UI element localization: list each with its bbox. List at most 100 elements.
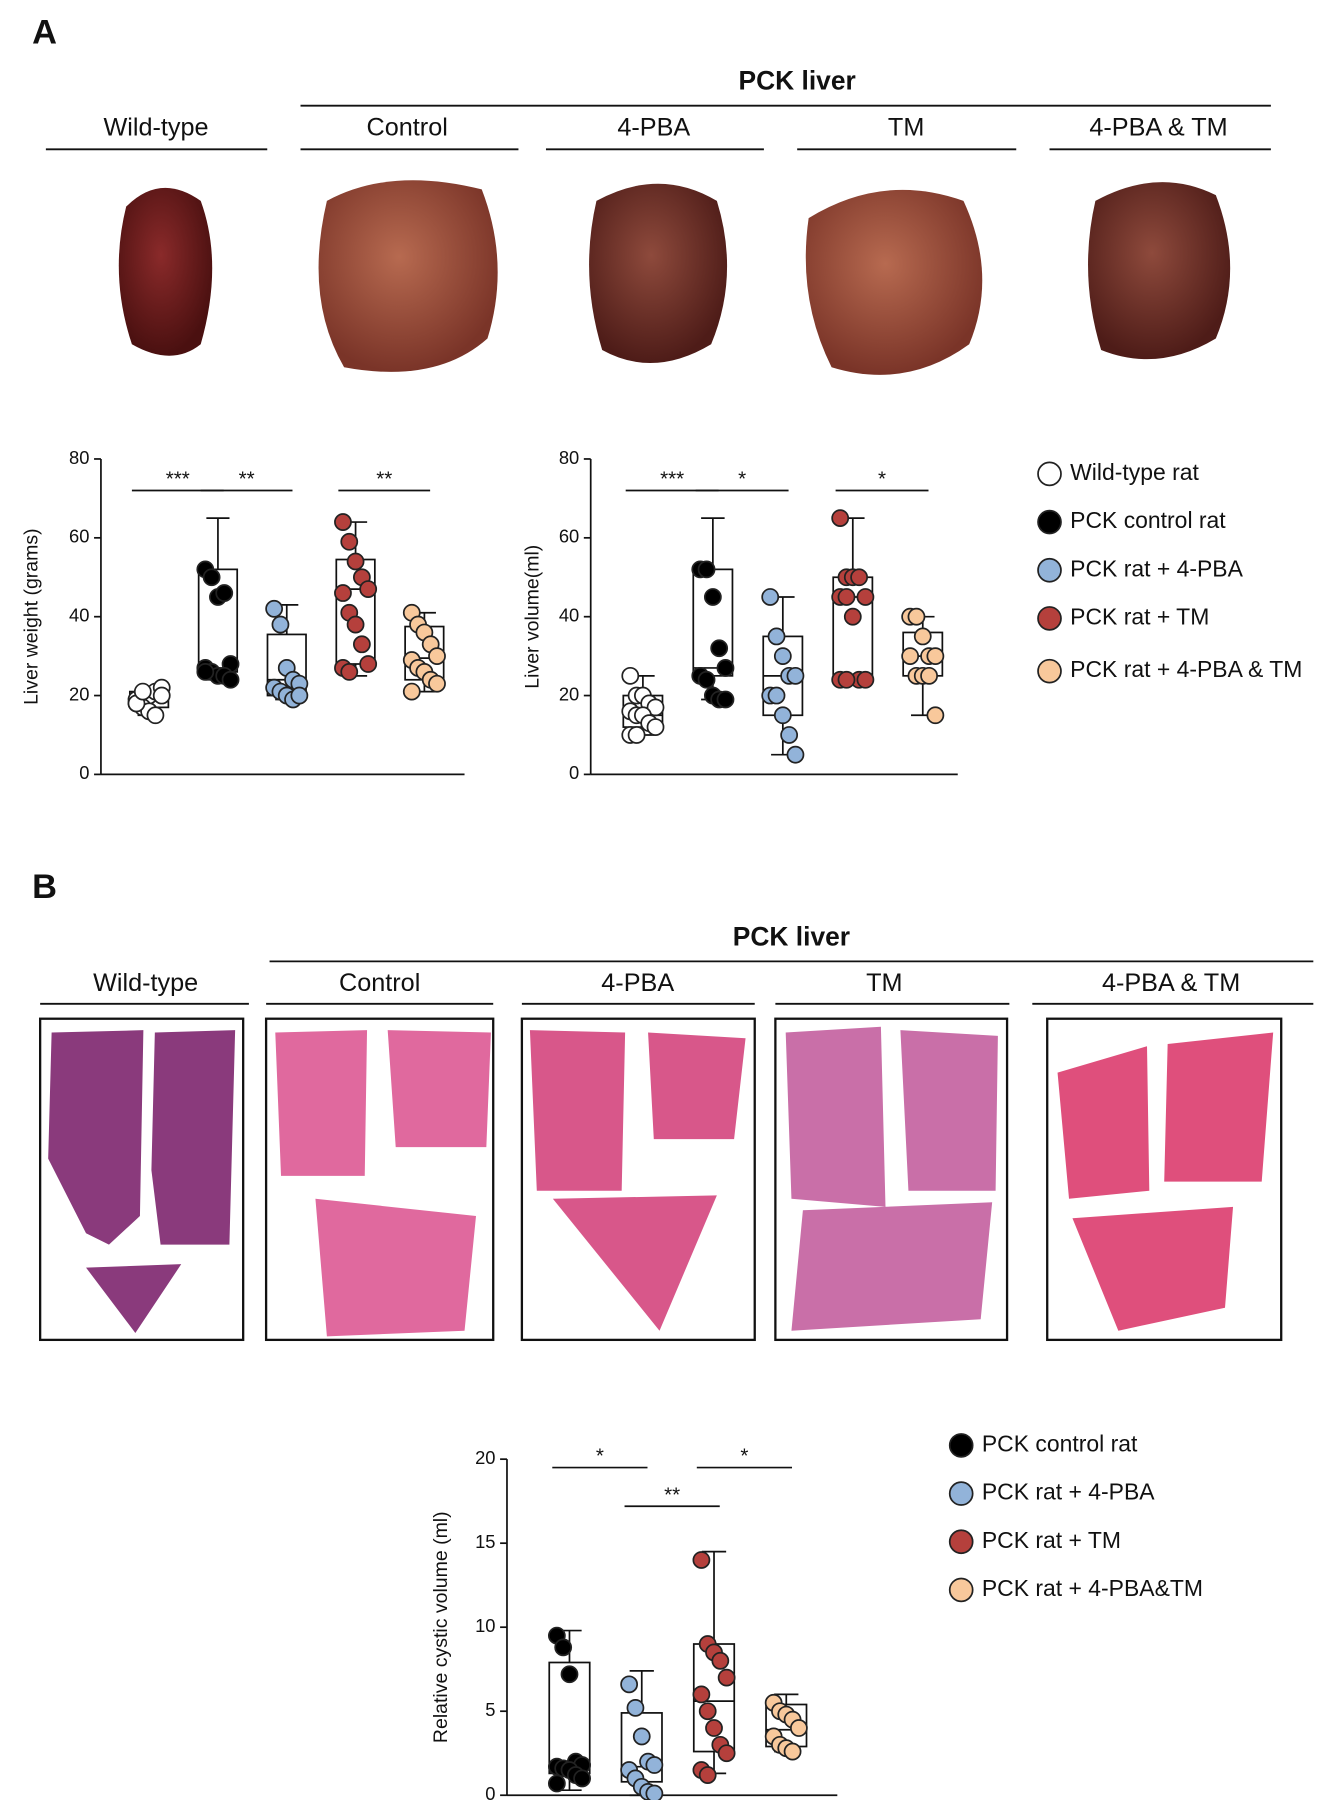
data-point (621, 666, 640, 685)
data-point (346, 552, 365, 571)
legend-marker (1037, 658, 1062, 684)
data-point (645, 1756, 664, 1774)
data-point (773, 647, 792, 666)
data-point (196, 662, 215, 681)
data-point (856, 670, 875, 689)
significance-label: *** (166, 468, 190, 491)
y-tick-label: 0 (79, 762, 89, 783)
significance-label: * (740, 1445, 748, 1468)
data-point (716, 690, 735, 709)
data-point (202, 568, 221, 587)
y-tick-label: 80 (69, 447, 89, 468)
y-tick-label: 40 (559, 605, 579, 626)
data-point (717, 1744, 736, 1763)
legend-marker (1037, 509, 1062, 535)
y-tick-label: 10 (475, 1615, 495, 1636)
group-label: 4-PBA (601, 969, 674, 997)
y-tick-label: 20 (475, 1447, 495, 1468)
data-point (920, 666, 938, 685)
data-point (698, 1766, 717, 1784)
data-point (790, 1719, 808, 1737)
group-label: 4-PBA & TM (1102, 969, 1240, 997)
legend-label: PCK rat + 4-PBA (1070, 555, 1243, 581)
data-point (271, 615, 290, 634)
data-point (837, 670, 856, 689)
data-point (761, 588, 780, 606)
data-point (352, 635, 371, 654)
legend-marker (948, 1529, 974, 1555)
y-tick-label: 5 (485, 1699, 495, 1720)
legend-marker (1037, 557, 1062, 583)
data-point (913, 627, 932, 646)
data-point (646, 718, 665, 736)
significance-label: ** (376, 468, 392, 491)
data-point (786, 745, 805, 764)
data-point (711, 1651, 730, 1670)
group-header: PCK liver (733, 921, 850, 951)
panel-label: B (32, 868, 57, 906)
significance-label: ** (239, 468, 255, 491)
data-point (767, 686, 786, 705)
group-label: 4-PBA (617, 113, 690, 141)
data-point (359, 580, 378, 598)
data-point (547, 1774, 566, 1793)
y-tick-label: 80 (559, 447, 579, 468)
data-point (692, 1685, 711, 1704)
data-point (560, 1665, 579, 1684)
data-point (146, 706, 165, 725)
data-point (783, 1742, 802, 1761)
significance-label: * (738, 468, 746, 491)
y-tick-label: 40 (69, 605, 89, 626)
data-point (646, 698, 665, 717)
group-header: PCK liver (739, 66, 856, 96)
tissue-sections (48, 1026, 1274, 1337)
group-label: Control (339, 969, 420, 997)
data-point (926, 706, 945, 725)
legend-marker (948, 1433, 974, 1458)
data-point (265, 599, 284, 618)
group-label: 4-PBA & TM (1089, 113, 1227, 141)
liver-photos (118, 180, 1231, 375)
y-tick-label: 0 (569, 762, 579, 783)
group-label: Wild-type (103, 113, 208, 141)
legend-label: PCK rat + 4-PBA & TM (1070, 656, 1302, 682)
data-point (907, 607, 926, 626)
y-axis-title: Relative cystic volume (ml) (430, 1511, 452, 1743)
data-point (837, 588, 856, 606)
data-point (831, 509, 850, 528)
data-point (692, 1551, 711, 1569)
data-point (626, 1698, 645, 1717)
y-axis-title: Liver weight (grams) (20, 528, 42, 705)
legend-marker (948, 1577, 974, 1603)
data-point (215, 584, 234, 602)
data-point (359, 655, 378, 673)
legend-label: PCK rat + TM (982, 1527, 1121, 1553)
data-point (697, 560, 716, 579)
data-point (620, 1675, 639, 1694)
legend-marker (1037, 606, 1062, 631)
data-point (632, 1727, 651, 1746)
group-label: Wild-type (93, 969, 198, 997)
data-point (340, 532, 359, 551)
data-point (705, 1719, 723, 1737)
data-point (716, 659, 735, 677)
y-tick-label: 20 (559, 683, 579, 704)
data-point (133, 682, 152, 701)
data-point (698, 1702, 717, 1721)
data-point (780, 726, 799, 744)
data-point (221, 670, 240, 689)
y-tick-label: 60 (69, 526, 89, 547)
data-point (703, 588, 722, 606)
legend-marker (948, 1481, 974, 1506)
data-point (573, 1769, 591, 1788)
data-point (710, 639, 729, 658)
data-point (767, 627, 786, 646)
data-point (856, 588, 875, 606)
data-point (773, 706, 792, 725)
legend-label: PCK rat + TM (1070, 603, 1209, 629)
legend-label: PCK rat + 4-PBA&TM (982, 1575, 1203, 1601)
data-point (290, 686, 309, 705)
legend-marker (1037, 461, 1062, 487)
legend-label: PCK rat + 4-PBA (982, 1479, 1155, 1505)
data-point (554, 1638, 573, 1657)
